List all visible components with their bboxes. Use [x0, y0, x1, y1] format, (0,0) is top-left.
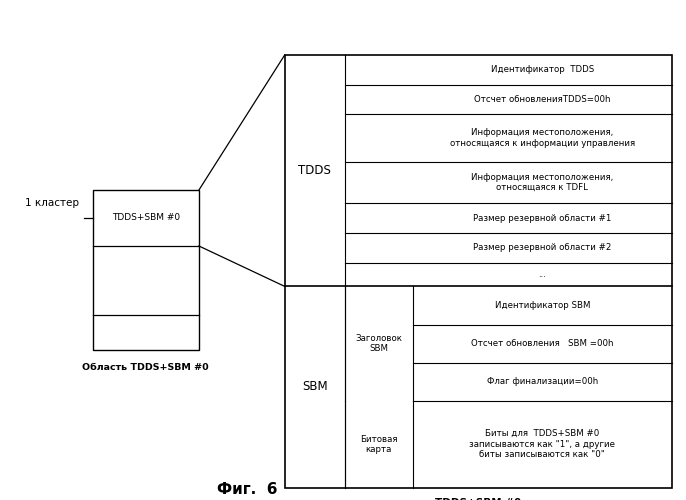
- Text: Флаг финализации=00h: Флаг финализации=00h: [487, 378, 598, 386]
- Text: Битовая
карта: Битовая карта: [360, 434, 397, 454]
- Text: Идентификатор SBM: Идентификатор SBM: [495, 301, 590, 310]
- Text: Область TDDS+SBM #0: Область TDDS+SBM #0: [82, 362, 209, 372]
- Text: ...: ...: [539, 270, 546, 279]
- Bar: [93, 190, 199, 350]
- Text: TDDS+SBM #0: TDDS+SBM #0: [436, 498, 521, 500]
- Text: Фиг.  6: Фиг. 6: [217, 482, 277, 498]
- Text: Информация местоположения,
относящаяся к TDFL: Информация местоположения, относящаяся к…: [471, 173, 613, 193]
- Text: Размер резервной области #1: Размер резервной области #1: [473, 214, 612, 222]
- Text: TDDS+SBM #0: TDDS+SBM #0: [112, 214, 180, 222]
- Bar: [285, 55, 672, 488]
- Text: Заголовок
SBM: Заголовок SBM: [355, 334, 402, 353]
- Text: Информация местоположения,
относящаяся к информации управления: Информация местоположения, относящаяся к…: [450, 128, 635, 148]
- Text: SBM: SBM: [302, 380, 327, 394]
- Text: Отсчет обновленияTDDS=00h: Отсчет обновленияTDDS=00h: [474, 95, 611, 104]
- Text: Биты для  TDDS+SBM #0
записываются как "1", а другие
биты записываются как "0": Биты для TDDS+SBM #0 записываются как "1…: [469, 430, 615, 459]
- Text: Размер резервной области #2: Размер резервной области #2: [473, 244, 612, 252]
- Text: TDDS: TDDS: [298, 164, 331, 177]
- Text: 1 кластер: 1 кластер: [25, 198, 79, 208]
- Text: Идентификатор  TDDS: Идентификатор TDDS: [490, 66, 594, 74]
- Text: Отсчет обновления   SBM =00h: Отсчет обновления SBM =00h: [471, 339, 614, 348]
